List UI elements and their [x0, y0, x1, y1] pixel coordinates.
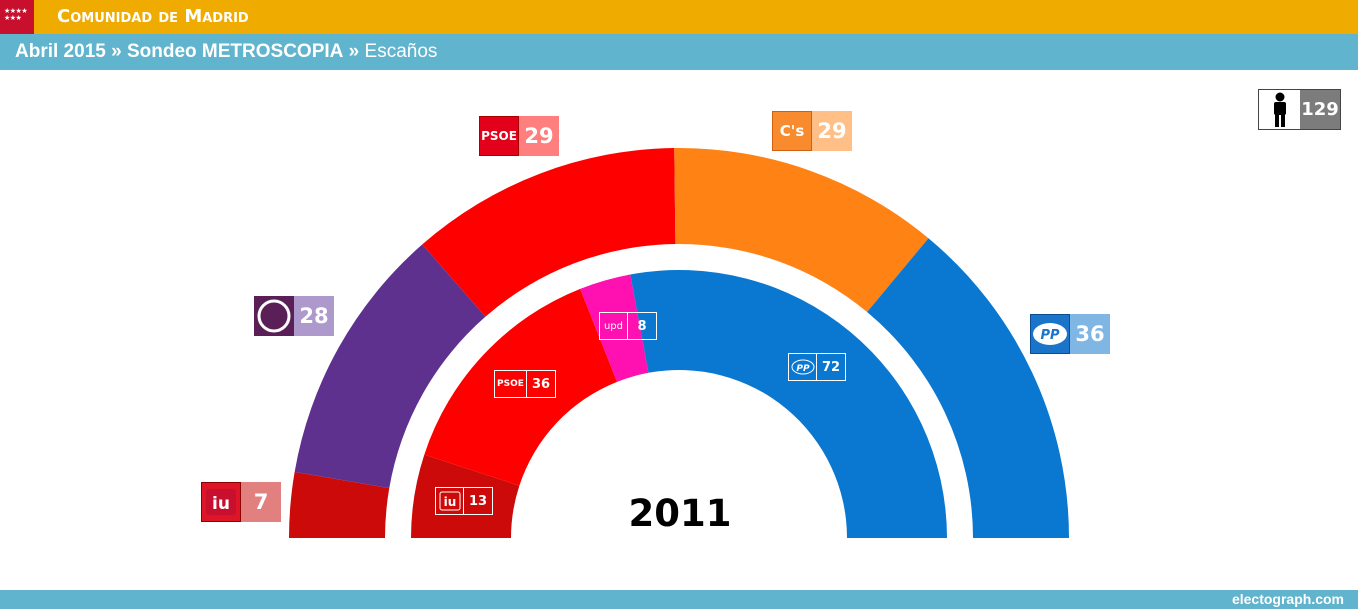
outer-value-pp: 36 — [1070, 314, 1110, 354]
outer-value-iu: 7 — [241, 482, 281, 522]
inner-iu-logo-icon: iu — [436, 488, 464, 514]
subtitle-date: Abril 2015 — [15, 41, 106, 62]
pp-logo-text: PP — [1040, 328, 1060, 343]
subtitle-metric: Escaños — [364, 41, 438, 62]
madrid-flag-icon: ★★★★ ★★★ — [0, 0, 34, 34]
inner-value-upyd: 8 — [637, 318, 647, 334]
footer-credit: electograph.com — [1231, 591, 1344, 607]
outer-segment-iu — [289, 471, 390, 538]
outer-value-psoe: 29 — [519, 116, 559, 156]
footer-bar: electograph.com — [0, 590, 1358, 609]
outer-segment-pp — [867, 238, 1069, 539]
inner-pp-logo-text: PP — [796, 364, 810, 374]
subtitle-bar: Abril 2015 » Sondeo METROSCOPIA » Escaño… — [0, 34, 1358, 70]
subtitle-separator-1: » — [111, 41, 122, 62]
outer-ring — [289, 148, 1069, 539]
total-seats-value: 129 — [1300, 90, 1340, 129]
total-seats-badge: 129 — [1258, 89, 1341, 130]
podemos-logo-icon — [254, 296, 294, 336]
outer-label-psoe: PSOE 29 — [479, 116, 559, 156]
inner-value-psoe: 36 — [531, 376, 551, 392]
psoe-logo-icon: PSOE — [479, 116, 519, 156]
outer-segment-psoe — [422, 148, 676, 317]
iu-logo-icon: iu — [201, 482, 241, 522]
subtitle: Abril 2015 » Sondeo METROSCOPIA » Escaño… — [15, 41, 437, 63]
outer-segment-cs — [674, 148, 929, 313]
inner-pp-logo-icon: PP — [789, 354, 817, 380]
inner-label-iu: iu 13 — [435, 487, 493, 515]
outer-label-podemos: 28 — [254, 296, 334, 336]
region-title: Comunidad de Madrid — [57, 6, 249, 27]
inner-label-psoe: PSOE 36 — [494, 370, 556, 398]
inner-ring — [411, 270, 947, 538]
inner-ring-year-label: 2011 — [628, 492, 732, 535]
inner-segment-iu — [411, 454, 520, 538]
inner-psoe-logo-icon: PSOE — [495, 371, 527, 397]
svg-text:iu: iu — [443, 495, 456, 509]
subtitle-pollster: Sondeo METROSCOPIA — [126, 41, 344, 62]
inner-label-upyd: upd 8 — [599, 312, 657, 340]
inner-value-iu: 13 — [468, 493, 488, 509]
region-header-bar: ★★★★ ★★★ Comunidad de Madrid — [0, 0, 1358, 34]
inner-label-pp: PP 72 — [788, 353, 846, 381]
inner-segment-psoe — [424, 288, 618, 486]
inner-upyd-logo-icon: upd — [600, 313, 628, 339]
inner-segment-upyd — [580, 274, 649, 382]
outer-segment-podemos — [294, 244, 486, 489]
hemicycle-chart — [289, 148, 1069, 539]
person-icon — [1259, 90, 1300, 129]
outer-label-iu: iu 7 — [201, 482, 281, 522]
outer-value-cs: 29 — [812, 111, 852, 151]
outer-label-cs: C's 29 — [772, 111, 852, 151]
inner-value-pp: 72 — [821, 359, 841, 375]
cs-logo-icon: C's — [772, 111, 812, 151]
outer-label-pp: PP 36 — [1030, 314, 1110, 354]
pp-logo-icon: PP — [1030, 314, 1070, 354]
svg-text:iu: iu — [212, 494, 230, 514]
outer-value-podemos: 28 — [294, 296, 334, 336]
subtitle-separator-2: » — [348, 41, 360, 62]
inner-segment-pp — [630, 270, 947, 538]
